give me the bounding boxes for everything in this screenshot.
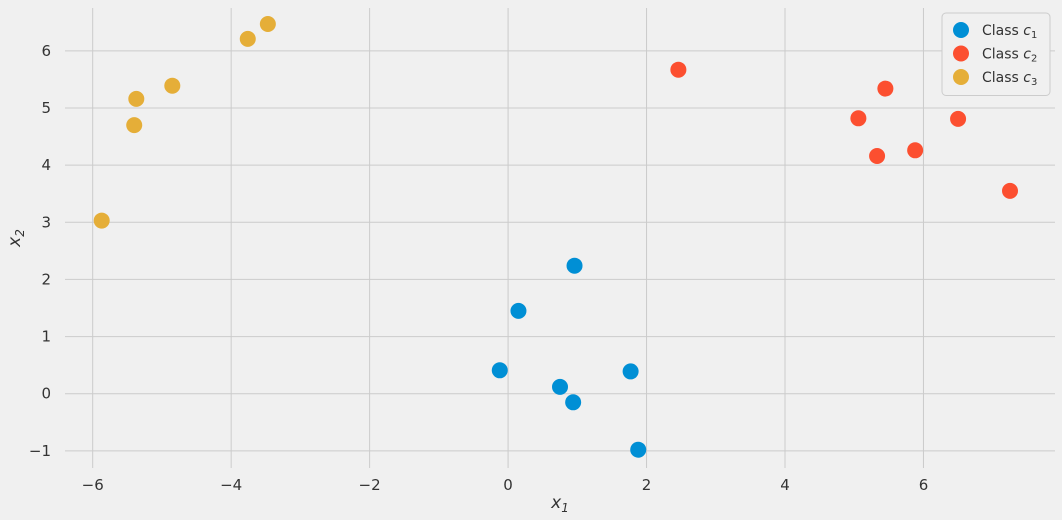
x-tick-label: 2 [642,476,652,494]
data-point [128,90,145,107]
plot-area [65,8,1055,468]
data-point [877,80,894,97]
y-axis-label-base: x [5,236,25,248]
y-tick-label: 6 [41,42,51,60]
x-tick-label: 0 [503,476,513,494]
y-tick-labels: −1 0 1 2 3 4 5 6 [29,42,51,460]
data-point [670,61,687,78]
legend-marker [953,69,969,85]
grid [65,8,1055,468]
data-point [950,110,967,127]
legend-marker [953,45,969,62]
y-axis-label: x2 [5,229,27,248]
y-tick-label: −1 [29,442,51,460]
data-point [869,148,886,164]
data-point [491,362,508,379]
data-point [510,302,527,319]
data-point [566,257,583,274]
y-tick-label: 2 [41,270,51,288]
y-axis-label-sub: 2 [13,229,27,237]
y-tick-label: 3 [41,213,51,231]
data-point [565,394,582,411]
y-tick-label: 0 [41,385,51,403]
data-point [93,212,110,229]
x-axis-label-sub: 1 [561,501,569,515]
data-point [622,363,639,380]
legend: Class c1 Class c2 Class c3 [941,12,1051,96]
x-axis-label-base: x [550,493,562,513]
x-tick-label: −6 [82,476,104,494]
data-points [93,16,1018,458]
x-tick-label: 6 [919,476,929,494]
data-point [552,378,568,395]
x-tick-label: −4 [220,476,242,494]
data-point [630,441,647,458]
x-tick-label: 4 [780,476,790,494]
x-tick-labels: −6 −4 −2 0 2 4 6 [82,476,929,494]
legend-marker [953,22,969,38]
data-point [126,117,143,134]
y-tick-label: 5 [41,99,51,117]
legend-label: Class c2 [982,47,1037,65]
x-axis-label: x1 [550,493,569,515]
legend-box [941,12,1051,96]
data-point [259,16,276,32]
y-tick-label: 4 [41,156,51,174]
x-tick-label: −2 [359,476,381,494]
legend-label: Class c1 [982,23,1037,41]
y-tick-label: 1 [41,328,51,346]
data-point [164,77,181,94]
data-point [850,110,867,127]
legend-label: Class c3 [982,70,1037,88]
data-point [239,30,256,47]
data-point [907,142,924,159]
data-point [1002,182,1018,199]
